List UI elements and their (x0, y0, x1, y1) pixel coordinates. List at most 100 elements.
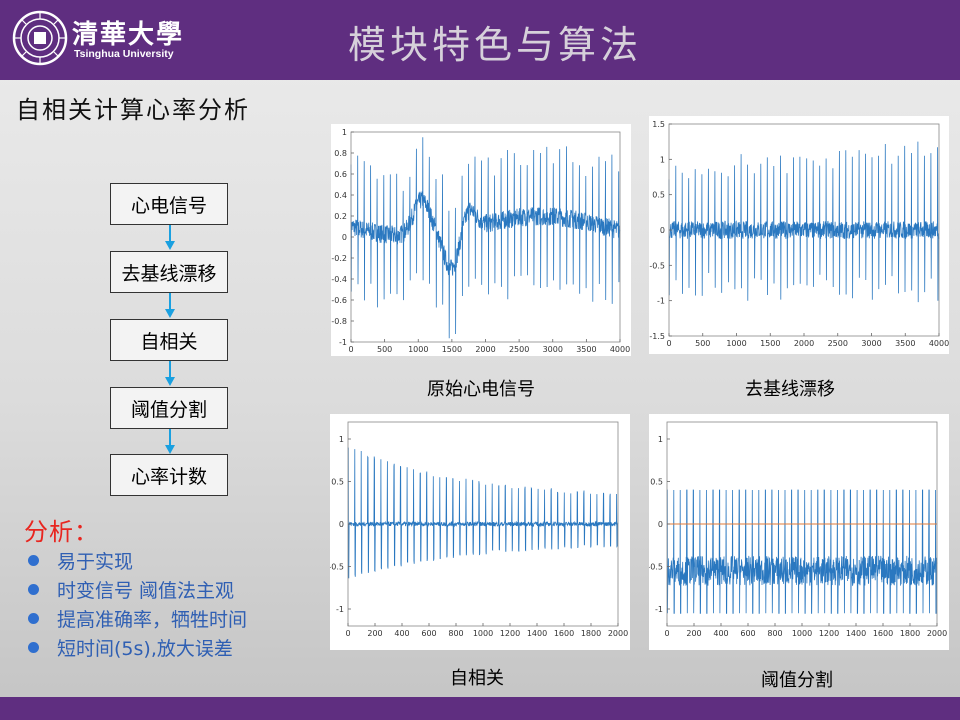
x-tick-label: 3000 (861, 339, 881, 348)
signal-line (347, 447, 619, 579)
x-tick-label: 0 (666, 339, 671, 348)
y-tick-label: 1 (339, 435, 344, 444)
x-tick-label: 0 (348, 345, 353, 354)
y-tick-label: -0.6 (331, 296, 347, 305)
x-tick-label: 1500 (442, 345, 462, 354)
analysis-title: 分析： (24, 518, 99, 546)
threshold-chart: 0 200 400 600 800 1000 1200 1400 1600 1800 2000 1 0.… (647, 421, 947, 638)
x-tick-label: 200 (367, 629, 382, 638)
list-item: 提高准确率，牺牲时间 (24, 604, 247, 633)
plot-autocorrelation: 0 200 400 600 800 1000 1200 1400 1600 1800 2000 1 0.… (328, 414, 630, 650)
signal-line (666, 489, 938, 614)
x-tick-label: 400 (713, 629, 728, 638)
x-tick-label: 1000 (408, 345, 428, 354)
bullet-icon (28, 584, 39, 595)
raw-ecg-chart: 0 500 1000 1500 2000 2500 3000 3500 4000 1 0.8 0.6 0… (331, 128, 630, 354)
autocorrelation-chart: 0 200 400 600 800 1000 1200 1400 1600 1800 2000 1 0.… (328, 421, 628, 638)
flow-step-baseline: 去基线漂移 (110, 251, 228, 293)
y-tick-label: 0.4 (334, 191, 347, 200)
x-tick-label: 800 (767, 629, 782, 638)
y-tick-label: 0 (660, 226, 665, 235)
x-tick-label: 2000 (927, 629, 947, 638)
y-tick-label: 0 (658, 520, 663, 529)
flow-step-ecg: 心电信号 (110, 183, 228, 225)
x-tick-label: 1800 (900, 629, 920, 638)
y-tick-label: 0 (339, 520, 344, 529)
x-tick-label: 2500 (509, 345, 529, 354)
signal-line (668, 141, 940, 303)
seal-icon (12, 10, 68, 66)
y-tick-label: 1.5 (652, 120, 665, 129)
x-tick-label: 600 (421, 629, 436, 638)
y-tick-label: -0.8 (331, 317, 347, 326)
x-tick-label: 0 (664, 629, 669, 638)
footer-bar (0, 697, 960, 720)
plot-threshold: 0 200 400 600 800 1000 1200 1400 1600 1800 2000 1 0.… (647, 414, 949, 650)
x-tick-label: 400 (394, 629, 409, 638)
y-tick-label: -1 (657, 297, 665, 306)
y-tick-label: 0.8 (334, 149, 347, 158)
x-tick-label: 2500 (828, 339, 848, 348)
plot-caption: 原始心电信号 (427, 379, 535, 400)
arrow-down-icon (165, 429, 175, 454)
bullet-icon (28, 555, 39, 566)
bullet-icon (28, 613, 39, 624)
x-tick-label: 500 (377, 345, 392, 354)
logo-chinese: 清華大學 (72, 20, 185, 50)
y-tick-label: 0 (342, 233, 347, 242)
x-tick-label: 3000 (543, 345, 563, 354)
y-tick-label: -1.5 (649, 332, 665, 341)
flow-step-autocorr: 自相关 (110, 319, 228, 361)
x-tick-label: 3500 (895, 339, 915, 348)
arrow-down-icon (165, 361, 175, 386)
slide-title: 模块特色与算法 (347, 23, 642, 67)
y-tick-label: 1 (660, 155, 665, 164)
x-tick-label: 1800 (581, 629, 601, 638)
x-tick-label: 1400 (527, 629, 547, 638)
y-tick-label: -1 (336, 605, 344, 614)
list-item: 易于实现 (24, 546, 247, 575)
y-tick-label: 1 (342, 128, 347, 137)
analysis-list: 易于实现 时变信号 阈值法主观 提高准确率，牺牲时间 短时间(5s),放大误差 (24, 546, 247, 662)
y-tick-label: -0.2 (331, 254, 347, 263)
baseline-removed-chart: 0 500 1000 1500 2000 2500 3000 3500 4000 1.5 1 0.5 0… (649, 120, 949, 348)
y-tick-label: -0.4 (331, 275, 347, 284)
arrow-down-icon (165, 225, 175, 250)
x-tick-label: 1600 (554, 629, 574, 638)
x-tick-label: 0 (345, 629, 350, 638)
plot-baseline-removed: 0 500 1000 1500 2000 2500 3000 3500 4000 1.5 1 0.5 0… (649, 116, 949, 354)
y-tick-label: 0.5 (650, 478, 663, 487)
list-item: 时变信号 阈值法主观 (24, 575, 247, 604)
x-tick-label: 1500 (760, 339, 780, 348)
list-item: 短时间(5s),放大误差 (24, 633, 247, 662)
plot-caption: 自相关 (450, 668, 504, 689)
y-tick-label: 0.6 (334, 170, 347, 179)
x-tick-label: 600 (740, 629, 755, 638)
section-subtitle: 自相关计算心率分析 (16, 96, 250, 124)
bullet-icon (28, 642, 39, 653)
signal-line (350, 137, 621, 339)
y-tick-label: 0.5 (331, 478, 344, 487)
y-tick-label: -0.5 (649, 563, 663, 572)
logo-english: Tsinghua University (74, 48, 174, 60)
y-tick-label: 1 (658, 435, 663, 444)
x-tick-label: 2000 (475, 345, 495, 354)
y-tick-label: -1 (339, 338, 347, 347)
header-bar: 清華大學 Tsinghua University 模块特色与算法 (0, 0, 960, 80)
x-tick-label: 4000 (610, 345, 630, 354)
arrow-down-icon (165, 293, 175, 318)
y-tick-label: -1 (655, 605, 663, 614)
x-tick-label: 1600 (873, 629, 893, 638)
x-tick-label: 1200 (500, 629, 520, 638)
x-tick-label: 3500 (576, 345, 596, 354)
x-tick-label: 1200 (819, 629, 839, 638)
flow-step-threshold: 阈值分割 (110, 387, 228, 429)
x-tick-label: 1400 (846, 629, 866, 638)
y-tick-label: 0.5 (652, 191, 665, 200)
x-tick-label: 1000 (792, 629, 812, 638)
x-tick-label: 2000 (608, 629, 628, 638)
x-tick-label: 500 (695, 339, 710, 348)
x-tick-label: 4000 (929, 339, 949, 348)
flow-step-count: 心率计数 (110, 454, 228, 496)
tsinghua-logo: 清華大學 Tsinghua University (12, 10, 182, 68)
